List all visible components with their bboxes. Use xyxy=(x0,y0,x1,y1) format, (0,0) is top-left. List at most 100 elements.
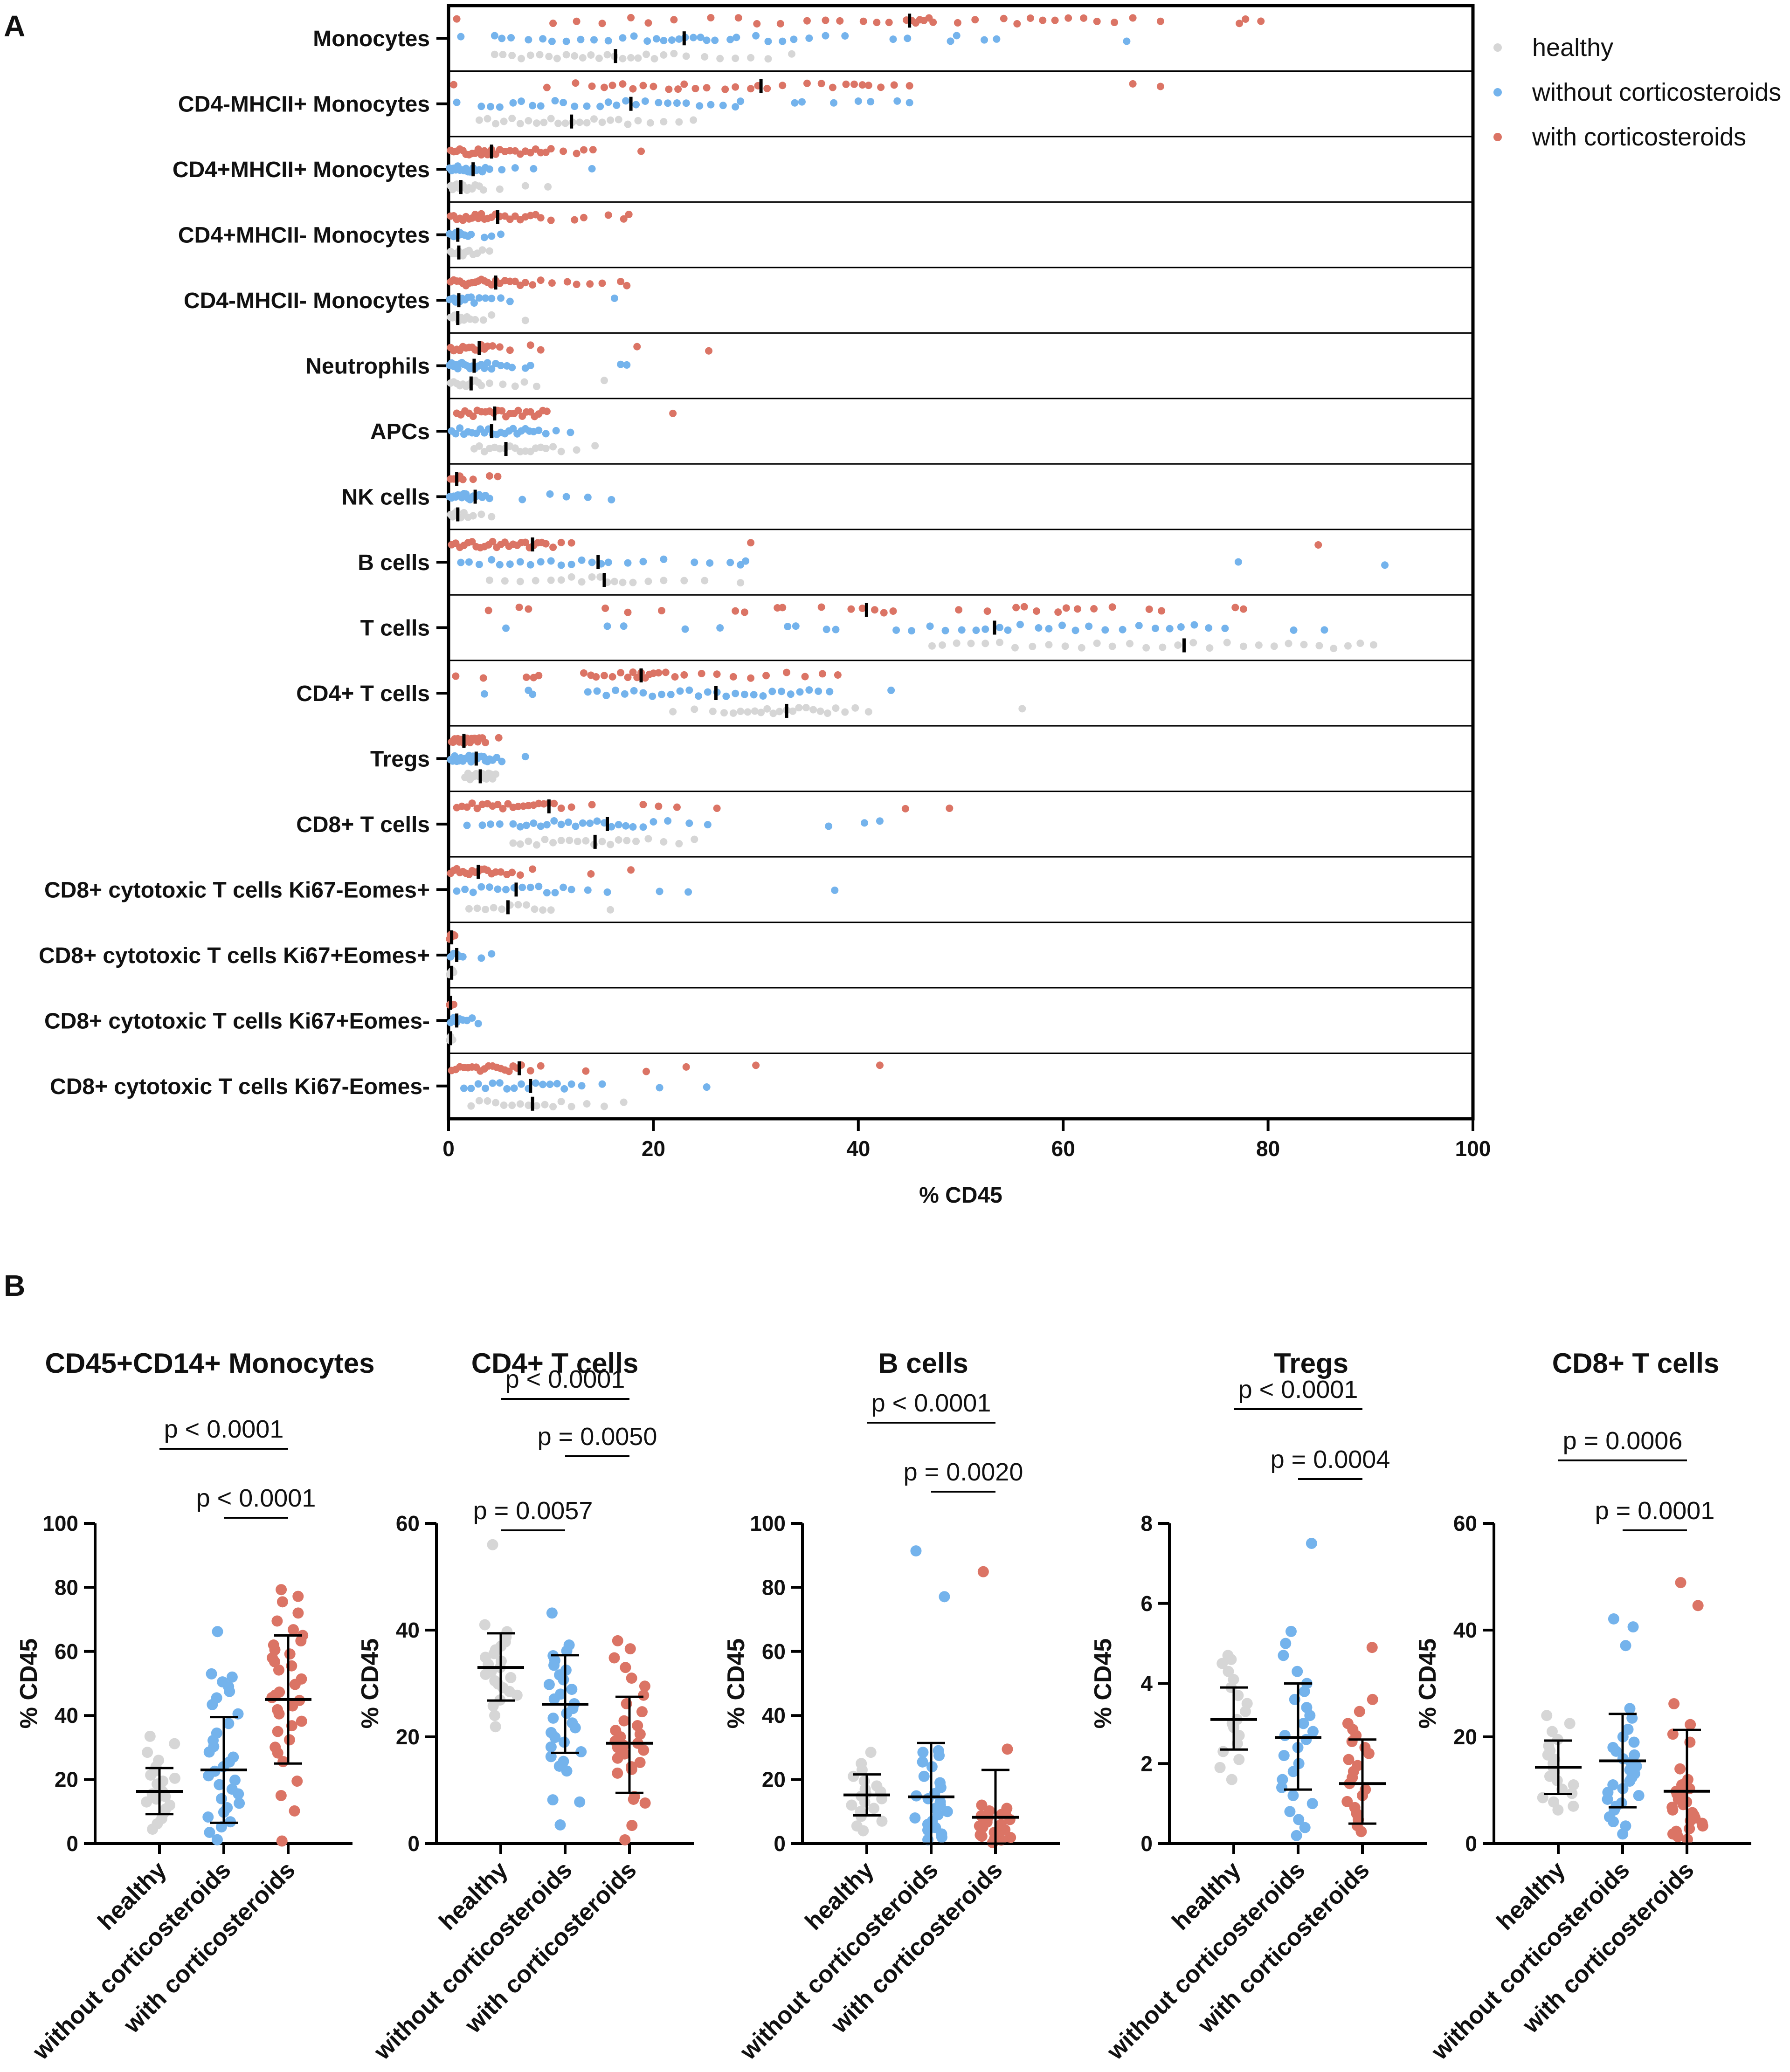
data-point-without xyxy=(704,688,712,696)
data-point-with xyxy=(762,672,770,680)
data-point-with xyxy=(976,1799,988,1811)
data-point-with xyxy=(850,80,858,88)
data-point-with xyxy=(734,14,742,22)
data-point-healthy xyxy=(521,317,529,324)
data-point-with xyxy=(600,83,608,91)
data-point-without xyxy=(608,823,615,831)
data-point-with xyxy=(608,673,616,681)
data-point-with xyxy=(474,145,482,153)
data-point-healthy xyxy=(549,443,557,451)
data-point-without xyxy=(598,1080,606,1088)
data-point-healthy xyxy=(562,51,570,59)
data-point-healthy xyxy=(1233,1754,1245,1765)
data-point-without xyxy=(740,690,748,698)
data-point-healthy xyxy=(1159,643,1167,651)
data-point-without xyxy=(468,1014,476,1022)
data-point-with xyxy=(549,544,557,551)
data-point-healthy xyxy=(607,840,615,848)
data-point-with xyxy=(296,1715,307,1727)
data-point-without xyxy=(624,559,632,567)
data-point-healthy xyxy=(532,1102,540,1110)
data-point-without xyxy=(578,556,586,564)
data-point-without xyxy=(509,820,517,828)
data-point-without xyxy=(537,558,545,566)
data-point-with xyxy=(1062,604,1070,612)
data-point-without xyxy=(485,165,493,173)
data-point-without xyxy=(1123,37,1131,45)
data-point-with xyxy=(721,85,729,93)
data-point-without xyxy=(567,1080,575,1088)
data-point-with xyxy=(639,1797,651,1809)
data-point-without xyxy=(477,954,485,962)
data-point-healthy xyxy=(764,55,772,63)
data-point-with xyxy=(1343,1754,1355,1765)
data-point-healthy xyxy=(660,51,668,59)
data-point-healthy xyxy=(858,1776,870,1787)
data-point-healthy xyxy=(553,55,561,62)
category-label: NK cells xyxy=(342,485,430,510)
data-point-healthy xyxy=(491,50,498,58)
category-label: CD8+ cytotoxic T cells Ki67+Eomes- xyxy=(44,1009,430,1033)
data-point-healthy xyxy=(816,707,824,715)
data-point-healthy xyxy=(488,311,496,319)
data-point-healthy xyxy=(536,51,544,59)
data-point-without xyxy=(452,430,460,438)
data-point-without xyxy=(1016,620,1024,628)
data-point-without xyxy=(467,1084,475,1092)
data-point-without xyxy=(676,687,684,695)
data-point-without xyxy=(470,299,478,307)
data-point-with xyxy=(580,146,588,154)
data-point-with xyxy=(946,804,954,812)
data-point-without xyxy=(798,98,806,106)
data-point-without xyxy=(610,294,618,302)
data-point-without xyxy=(494,885,502,893)
data-point-with xyxy=(494,473,502,481)
data-point-healthy xyxy=(485,576,493,584)
data-point-with xyxy=(624,608,632,616)
data-point-healthy xyxy=(1217,1746,1229,1757)
data-point-with xyxy=(610,1725,622,1736)
data-point-without xyxy=(1381,561,1389,569)
data-point-with xyxy=(580,669,588,677)
data-point-with xyxy=(680,671,688,679)
data-point-with xyxy=(864,82,872,89)
data-point-with xyxy=(673,803,681,811)
data-point-without xyxy=(1626,1712,1638,1724)
data-point-without xyxy=(539,35,547,43)
data-point-healthy xyxy=(477,382,485,390)
data-point-without xyxy=(825,822,833,830)
data-point-with xyxy=(589,146,597,154)
data-point-with xyxy=(1090,605,1098,613)
data-point-healthy xyxy=(500,1101,508,1109)
data-point-without xyxy=(722,692,730,700)
data-point-with xyxy=(801,673,809,681)
data-point-without xyxy=(1166,625,1174,633)
data-point-healthy xyxy=(485,379,493,387)
data-point-without xyxy=(457,558,465,566)
data-point-without xyxy=(488,232,496,240)
data-point-without xyxy=(704,821,712,829)
data-point-without xyxy=(918,1770,930,1782)
y-tick-label: 80 xyxy=(762,1575,786,1599)
data-point-with xyxy=(608,1652,620,1664)
data-point-healthy xyxy=(549,1103,557,1111)
data-point-with xyxy=(453,15,461,23)
data-point-with xyxy=(657,606,665,614)
data-point-without xyxy=(815,687,822,695)
x-tick-label: 20 xyxy=(642,1136,665,1161)
data-point-healthy xyxy=(509,839,517,847)
data-point-without xyxy=(706,559,714,567)
data-point-with xyxy=(732,607,739,615)
data-point-with xyxy=(1033,607,1041,615)
data-point-without xyxy=(1221,624,1229,632)
data-point-with xyxy=(511,277,519,285)
data-point-with xyxy=(557,804,565,812)
data-point-without xyxy=(668,36,676,44)
data-point-without xyxy=(493,754,501,762)
data-point-with xyxy=(537,276,545,284)
data-point-with xyxy=(291,1776,303,1787)
data-point-without xyxy=(703,1083,711,1091)
data-point-with xyxy=(971,16,979,24)
